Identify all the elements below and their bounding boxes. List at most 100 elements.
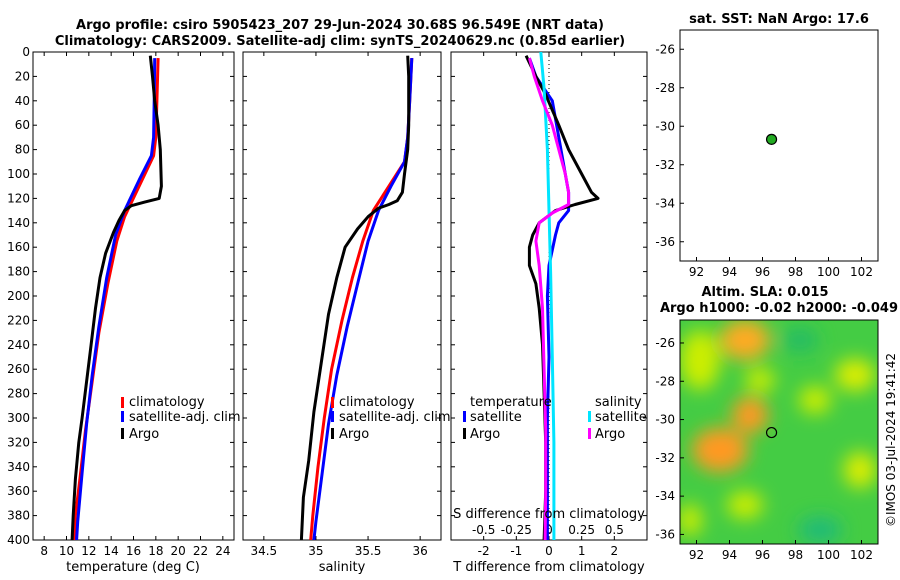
temperature-xtick-label: 10 <box>59 544 74 558</box>
sla-map-ytick-label: -32 <box>655 451 675 465</box>
sst-map-xtick-label: 100 <box>817 265 840 279</box>
sla-map-xtick-label: 96 <box>755 548 770 562</box>
difference-xtick-label: -2 <box>478 544 490 558</box>
sst-map-xtick-label: 98 <box>788 265 803 279</box>
salinity-series-group <box>299 55 414 540</box>
main-title-line-2: Climatology: CARS2009. Satellite-adj cli… <box>55 34 625 49</box>
temperature-line-satellite-adj-clim <box>75 58 157 540</box>
temperature-xlabel: temperature (deg C) <box>66 560 200 575</box>
sla-map-axes <box>679 319 879 545</box>
salinity-axes <box>242 51 442 541</box>
depth-tick-label: 400 <box>7 533 30 547</box>
sla-map-ytick-label: -36 <box>655 527 675 541</box>
temperature-legend: climatology satellite-adj. clim Argo <box>121 395 241 442</box>
salinity-diff-tick-label: 0.5 <box>605 523 624 537</box>
temperature-xtick-label: 24 <box>215 544 230 558</box>
difference-xtick-label: 1 <box>578 544 586 558</box>
sla-heatmap <box>680 320 878 544</box>
depth-tick-label: 100 <box>7 167 30 181</box>
depth-tick-label: 320 <box>7 435 30 449</box>
difference-xlabel: T difference from climatology <box>452 560 645 575</box>
legend-swatch-satellite <box>331 411 334 422</box>
depth-tick-label: 180 <box>7 265 30 279</box>
depth-tick-label: 200 <box>7 289 30 303</box>
sla-map-ytick-label: -30 <box>655 413 675 427</box>
salinity-xtick-label: 34.5 <box>250 544 277 558</box>
sla-map-xtick-label: 92 <box>689 548 704 562</box>
difference-legend: temperature satellite Argo salinity sate… <box>463 395 647 442</box>
legend-swatch-t-satellite <box>463 411 466 422</box>
sla-map-ytick-label: -28 <box>655 374 675 388</box>
sst-map-ytick-label: -36 <box>655 235 675 249</box>
legend-swatch-s-satellite <box>588 411 591 422</box>
depth-tick-label: 360 <box>7 484 30 498</box>
argo-float-marker <box>765 426 778 439</box>
sla-map-xtick-label: 100 <box>817 548 840 562</box>
sst-map-ytick-label: -30 <box>655 119 675 133</box>
depth-tick-label: 80 <box>15 143 30 157</box>
temperature-xtick-label: 12 <box>81 544 96 558</box>
depth-tick-label: 20 <box>15 69 30 83</box>
difference-xtick-label: 0 <box>545 544 553 558</box>
sst-map-xtick-label: 92 <box>689 265 704 279</box>
salinity-legend: climatology satellite-adj. clim Argo <box>331 395 451 442</box>
sst-map-ytick-label: -26 <box>655 42 675 56</box>
sla-map-title-line-1: Altim. SLA: 0.015 <box>702 285 829 300</box>
sla-map-xtick-label: 102 <box>850 548 873 562</box>
depth-tick-label: 380 <box>7 509 30 523</box>
salinity-xtick-label: 35.5 <box>355 544 382 558</box>
legend-swatch-argo <box>331 428 334 439</box>
legend-label-t-satellite: satellite <box>470 410 522 425</box>
legend-swatch-satellite <box>121 411 124 422</box>
difference-xtick-label: 2 <box>611 544 619 558</box>
legend-label-satellite: satellite-adj. clim <box>129 410 241 425</box>
temperature-xtick-label: 20 <box>171 544 186 558</box>
legend-label-satellite: satellite-adj. clim <box>339 410 451 425</box>
salinity-diff-tick-label: 0 <box>545 523 553 537</box>
sst-map-ytick-label: -32 <box>655 158 675 172</box>
legend-label-argo: Argo <box>339 427 369 442</box>
sst-map-xtick-label: 102 <box>850 265 873 279</box>
temperature-axes <box>32 51 235 541</box>
difference-top-xlabel: S difference from climatology <box>453 507 645 522</box>
legend-label-s-satellite: satellite <box>595 410 647 425</box>
sla-map-xtick-label: 94 <box>722 548 737 562</box>
legend-swatch-t-argo <box>463 428 466 439</box>
depth-tick-label: 260 <box>7 362 30 376</box>
legend-swatch-climatology <box>331 397 334 408</box>
sla-map-ytick-label: -34 <box>655 489 675 503</box>
sst-map-xtick-label: 96 <box>755 265 770 279</box>
legend-swatch-s-argo <box>588 428 591 439</box>
depth-tick-label: 300 <box>7 411 30 425</box>
sst-map-ytick-label: -28 <box>655 81 675 95</box>
main-title-line-1: Argo profile: csiro 5905423_207 29-Jun-2… <box>76 18 604 33</box>
salinity-line-argo <box>299 55 411 540</box>
temperature-line-argo <box>70 55 163 540</box>
sla-map-xtick-label: 98 <box>788 548 803 562</box>
depth-tick-label: 280 <box>7 387 30 401</box>
legend-title-salinity: salinity <box>595 395 642 410</box>
difference-xtick-label: -1 <box>510 544 522 558</box>
temperature-xtick-label: 22 <box>193 544 208 558</box>
temperature-series-group <box>70 55 163 540</box>
depth-tick-label: 220 <box>7 313 30 327</box>
salinity-diff-tick-label: 0.25 <box>568 523 595 537</box>
salinity-xtick-label: 35 <box>308 544 323 558</box>
temperature-xtick-label: 18 <box>148 544 163 558</box>
salinity-xtick-label: 36 <box>413 544 428 558</box>
legend-label-s-argo: Argo <box>595 427 625 442</box>
legend-label-climatology: climatology <box>339 395 415 410</box>
sst-map-ytick-label: -34 <box>655 196 675 210</box>
depth-tick-label: 40 <box>15 94 30 108</box>
sla-map-title-line-2: Argo h1000: -0.02 h2000: -0.049 <box>660 301 898 316</box>
legend-swatch-climatology <box>121 397 124 408</box>
sst-map-axes <box>679 29 879 262</box>
legend-swatch-argo <box>121 428 124 439</box>
salinity-xlabel: salinity <box>319 560 366 575</box>
argo-float-marker <box>765 133 778 145</box>
depth-tick-label: 140 <box>7 216 30 230</box>
temperature-xtick-label: 16 <box>126 544 141 558</box>
sla-map-ytick-label: -26 <box>655 336 675 350</box>
sst-map-title: sat. SST: NaN Argo: 17.6 <box>689 12 869 27</box>
